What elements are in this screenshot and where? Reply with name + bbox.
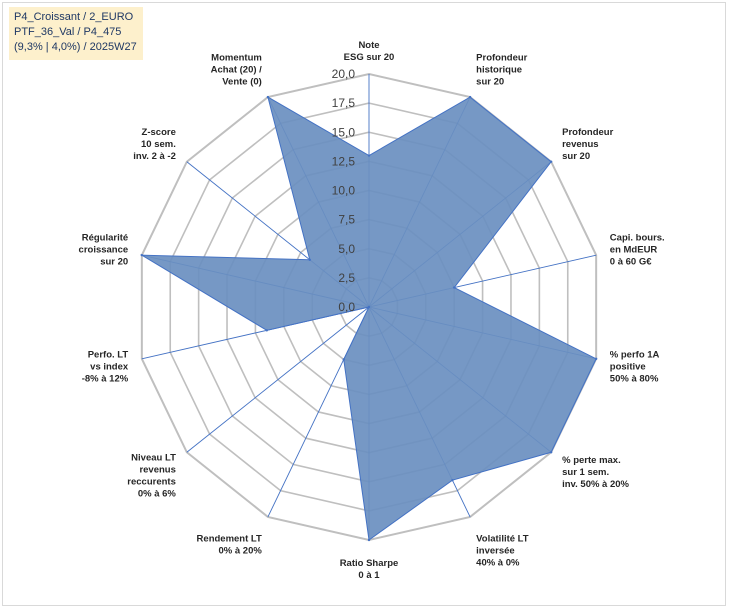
tick-label: 5,0: [338, 242, 355, 256]
radar-spoke: [186, 306, 370, 453]
series-point: [367, 154, 371, 157]
tick-label: 12,5: [332, 154, 356, 168]
axis-label: Note ESG sur 20: [344, 40, 395, 63]
radar-axis-labels: Note ESG sur 20 Profondeur historique sur 20…: [79, 40, 665, 581]
series-area: [139, 96, 597, 541]
tick-label: 17,5: [332, 96, 356, 110]
series-point: [468, 95, 472, 99]
tick-label: 7,5: [338, 213, 355, 227]
axis-label: Perfo. LT vs index -8% à 12%: [82, 350, 129, 385]
radar-tick-labels: 0,0 2,5 5,0 7,5 10,0 12,5 15,0 17,5 20,0: [332, 67, 356, 314]
axis-label: Capi. bours. en MdEUR 0 à 60 G€: [610, 232, 665, 267]
radar-series: [139, 95, 598, 542]
portfolio-info-box: P4_Croissant / 2_EURO PTF_36_Val / P4_47…: [9, 7, 143, 60]
axis-label: Régularité croissance sur 20: [79, 232, 129, 267]
axis-label: Ratio Sharpe 0 à 1: [340, 558, 399, 581]
tick-label: 10,0: [332, 184, 356, 198]
axis-label: Volatilité LT inversée 40% à 0%: [476, 534, 529, 569]
tick-label: 15,0: [332, 125, 356, 139]
axis-label: Z-score 10 sem. inv. 2 à -2: [133, 127, 176, 162]
series-point: [308, 258, 311, 261]
info-line-2: PTF_36_Val / P4_475: [14, 26, 122, 38]
axis-label: % perte max. sur 1 sem. inv. 50% à 20%: [562, 455, 629, 490]
series-point: [342, 358, 345, 361]
series-point: [265, 329, 268, 332]
series-point: [452, 286, 456, 289]
series-point: [549, 160, 553, 163]
tick-label: 2,5: [338, 271, 355, 285]
series-point: [266, 95, 270, 99]
axis-label: Profondeur revenus sur 20: [562, 127, 613, 162]
axis-label: % perfo 1A positive 50% à 80%: [610, 350, 660, 385]
info-line-1: P4_Croissant / 2_EURO: [14, 11, 134, 23]
tick-label: 20,0: [332, 67, 356, 81]
series-point: [451, 478, 454, 482]
series-point: [367, 305, 371, 309]
series-point: [140, 253, 144, 257]
info-line-3: (9,3% | 4,0%) / 2025W27: [14, 41, 137, 53]
series-point: [549, 451, 553, 454]
axis-label: Profondeur historique sur 20: [476, 52, 527, 87]
series-point: [367, 538, 371, 542]
axis-label: Rendement LT 0% à 20%: [197, 534, 263, 557]
axis-label: Niveau LT revenus reccurents 0% à 6%: [127, 452, 176, 499]
series-point: [594, 357, 598, 361]
tick-label: 0,0: [338, 300, 355, 314]
axis-label: Momentum Achat (20) / Vente (0): [211, 52, 263, 87]
